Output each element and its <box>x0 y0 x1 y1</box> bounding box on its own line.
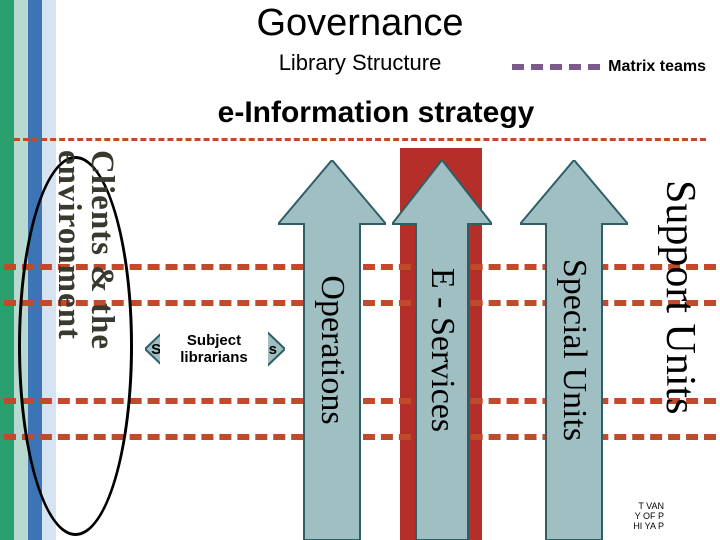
special-units-column: Special Units <box>520 160 628 540</box>
strategy-underline <box>14 138 706 141</box>
slide-root: Governance Library Structure Matrix team… <box>0 0 720 540</box>
eservices-column: E - Services <box>392 160 492 540</box>
special-label: Special Units <box>555 259 593 441</box>
strategy-heading: e-Information strategy <box>72 96 680 130</box>
logo-l3: HI YA P <box>633 521 664 531</box>
legend-dash-icon <box>512 64 600 70</box>
support-units-label: Support Units <box>656 180 704 415</box>
stripe-1 <box>0 0 14 540</box>
page-title: Governance <box>0 2 720 45</box>
logo-l2: Y OF P <box>635 511 664 521</box>
legend-label: Matrix teams <box>608 58 706 76</box>
subject-line2b: librarians <box>180 349 248 366</box>
subject-librarians-box-overlay: Subject librarians <box>160 318 268 380</box>
matrix-legend: Matrix teams <box>512 58 706 76</box>
operations-label: Operations <box>313 275 351 424</box>
operations-column: Operations <box>278 160 386 540</box>
logo-l1: T VAN <box>638 501 664 511</box>
clients-ellipse-label: Clients & the environment <box>52 150 118 540</box>
eservices-label: E - Services <box>423 268 461 432</box>
subject-line1b: Subject <box>187 332 241 349</box>
logo-fragment: T VAN Y OF P HI YA P <box>633 502 664 532</box>
